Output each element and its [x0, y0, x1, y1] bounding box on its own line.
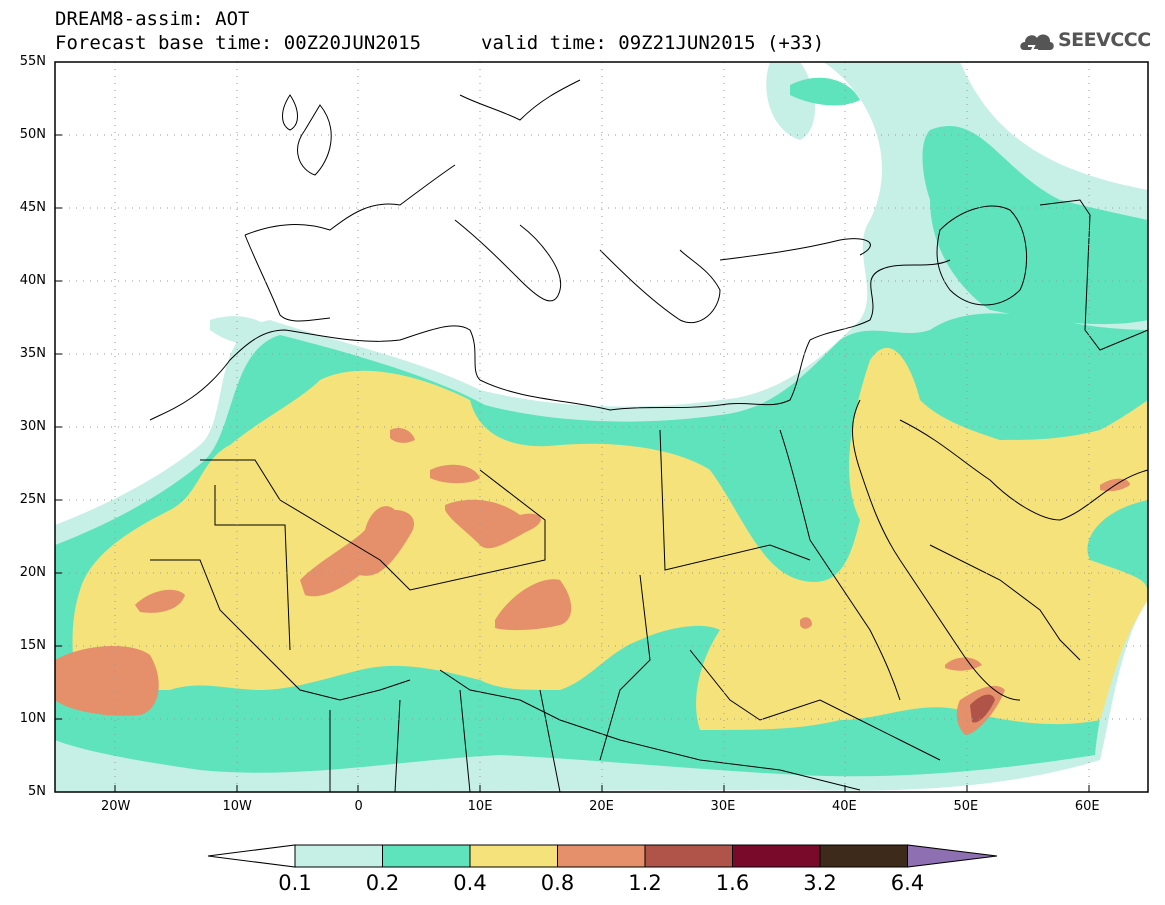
lon-label: 50E	[953, 799, 979, 814]
lon-label: 30E	[710, 799, 736, 814]
lat-label: 35N	[19, 346, 46, 361]
aot-contour-0.4	[72, 347, 1148, 730]
colorbar-label: 3.2	[803, 871, 837, 895]
lat-label: 15N	[19, 638, 46, 653]
colorbar	[207, 844, 998, 868]
colorbar-swatch	[294, 844, 383, 868]
base-time-label: Forecast base time: 00Z20JUN2015	[55, 32, 422, 54]
coastlines	[149, 79, 1148, 792]
aot-field	[55, 62, 1148, 792]
colorbar-swatch	[644, 844, 733, 868]
graticule	[55, 62, 1148, 792]
colorbar-swatch	[819, 844, 908, 868]
lat-label: 45N	[19, 200, 46, 215]
lat-label: 5N	[28, 784, 46, 799]
colorbar-label: 0.4	[453, 871, 487, 895]
colorbar-label: 6.4	[890, 871, 925, 895]
lon-label: 10E	[467, 799, 493, 814]
lat-label: 25N	[19, 492, 46, 507]
colorbar-high-arrow	[907, 844, 998, 868]
lat-label: 30N	[19, 419, 46, 434]
colorbar-label: 0.2	[365, 871, 400, 895]
lat-label: 55N	[19, 54, 46, 69]
colorbar-label: 1.2	[628, 871, 662, 895]
colorbar-low-arrow	[207, 844, 296, 868]
colorbar-label: 0.8	[540, 871, 575, 895]
lat-label: 40N	[19, 273, 46, 288]
lon-label: 0	[354, 799, 363, 814]
lon-label: 10W	[222, 799, 252, 814]
colorbar-swatch	[557, 844, 646, 868]
lat-label: 10N	[19, 711, 46, 726]
colorbar-label: 0.1	[278, 871, 312, 895]
logo-text: SEEVCCC	[1058, 29, 1151, 51]
axis-ticks	[55, 134, 1090, 792]
lon-label: 20E	[589, 799, 614, 814]
lat-label: 50N	[19, 127, 46, 142]
seevccc-logo: SEEVCCC	[1018, 26, 1153, 56]
lat-label: 20N	[19, 565, 46, 580]
map-title: DREAM8-assim: AOT	[55, 8, 250, 30]
cloud-icon	[1020, 34, 1054, 51]
lon-label: 20W	[101, 799, 131, 814]
colorbar-swatch	[382, 844, 471, 868]
colorbar-swatch	[469, 844, 558, 868]
colorbar-swatch	[732, 844, 821, 868]
colorbar-label: 1.6	[715, 871, 750, 895]
valid-time-label: valid time: 09Z21JUN2015 (+33)	[481, 32, 825, 54]
lon-label: 40E	[831, 799, 857, 814]
lon-label: 60E	[1074, 799, 1100, 814]
